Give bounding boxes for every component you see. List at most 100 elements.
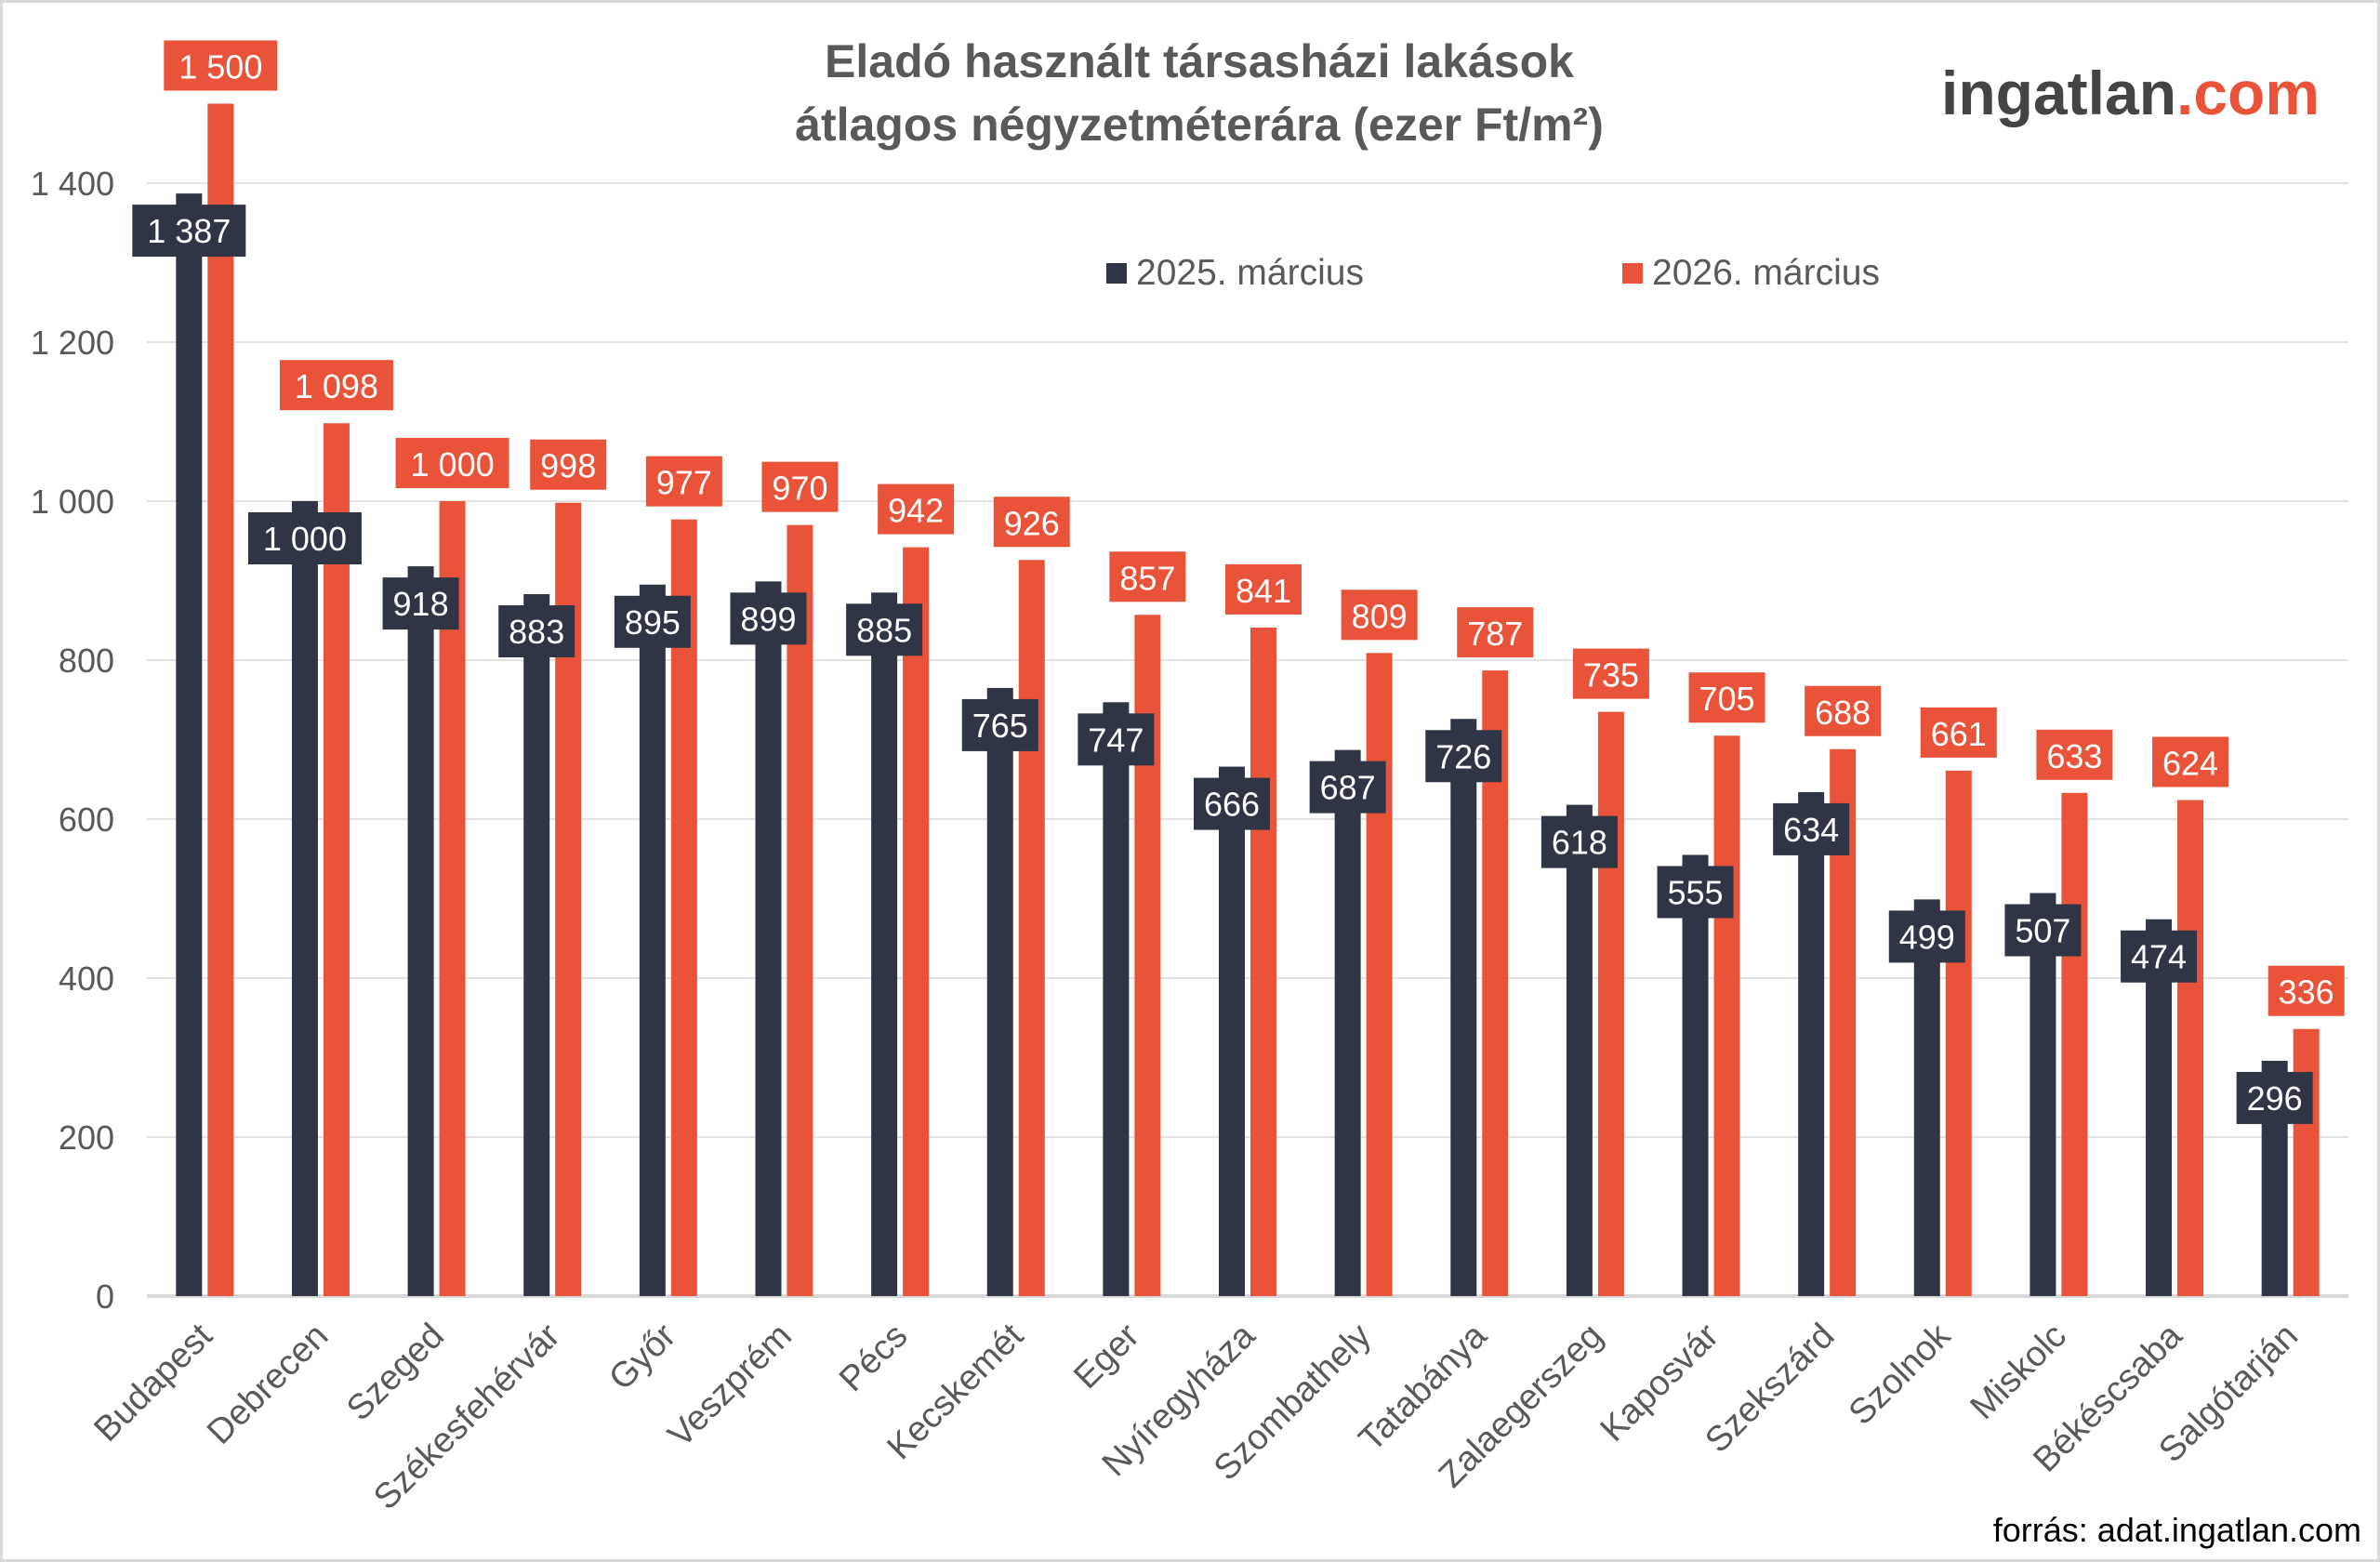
data-label-2025: 666 <box>1204 786 1260 824</box>
data-label-2026: 661 <box>1931 715 1987 753</box>
data-label-2025: 726 <box>1435 737 1491 775</box>
data-label-box-2026 <box>993 496 1070 548</box>
data-label-box-2025 <box>1888 910 1965 963</box>
data-label-2025: 474 <box>2131 938 2187 976</box>
data-label-2026: 624 <box>2162 744 2218 782</box>
data-label-box-2025 <box>1309 761 1386 814</box>
data-label-2026: 1 500 <box>178 48 262 86</box>
bar-2025 <box>523 594 550 1296</box>
data-label-2025: 1 387 <box>147 212 231 250</box>
data-label-2026: 688 <box>1815 694 1871 732</box>
bar-chart: Eladó használt társasházi lakások átlago… <box>31 35 2361 1549</box>
data-label-box-2026 <box>645 456 722 507</box>
y-tick-label: 800 <box>59 642 114 680</box>
data-label-box-2026 <box>1805 685 1882 736</box>
data-label-2026: 1 098 <box>295 367 378 405</box>
bar-2025 <box>407 566 434 1296</box>
data-label-2026: 336 <box>2279 973 2334 1012</box>
data-label-2025: 618 <box>1552 824 1607 862</box>
svg-text:ingatlan.com: ingatlan.com <box>1941 59 2320 127</box>
data-label-box-2025 <box>1657 866 1734 919</box>
data-label-2025: 296 <box>2247 1079 2303 1118</box>
data-label-box-2025 <box>1425 730 1502 783</box>
bar-2025 <box>176 193 203 1297</box>
x-tick-label: Veszprém <box>661 1317 800 1455</box>
x-tick-label: Szolnok <box>1842 1316 1959 1433</box>
y-tick-label: 200 <box>59 1119 114 1157</box>
data-label-2026: 926 <box>1004 504 1060 542</box>
bar-2026 <box>2293 1028 2320 1296</box>
data-label-box-2026 <box>1688 672 1765 723</box>
data-label-box-2025 <box>498 605 575 658</box>
bar-2025 <box>1103 702 1130 1296</box>
data-label-box-2025 <box>1773 802 1850 855</box>
data-label-2025: 507 <box>2015 912 2070 950</box>
data-label-2025: 747 <box>1088 721 1144 759</box>
bar-2026 <box>1597 711 1624 1296</box>
data-label-box-2026 <box>2268 965 2345 1016</box>
data-label-2026: 787 <box>1467 615 1523 653</box>
data-label-2026: 735 <box>1583 656 1639 695</box>
y-tick-label: 1 200 <box>31 324 114 362</box>
bar-2025 <box>2030 893 2056 1296</box>
data-label-2025: 634 <box>1783 811 1839 849</box>
data-label-box-2025 <box>614 595 691 648</box>
bar-2025 <box>1798 791 1825 1296</box>
legend-swatch-2026 <box>1622 263 1643 284</box>
bar-2026 <box>787 524 813 1296</box>
data-label-2026: 998 <box>540 447 596 485</box>
logo: ingatlan.com <box>1941 59 2320 127</box>
chart-title-line-1: Eladó használt társasházi lakások <box>825 35 1574 87</box>
data-label-box-2025 <box>2004 904 2082 957</box>
data-label-box-2026 <box>1572 648 1649 699</box>
data-label-2026: 809 <box>1352 597 1408 635</box>
data-label-box-2025 <box>1194 777 1270 830</box>
data-label-box-2026 <box>1341 589 1418 641</box>
x-tick-label: Pécs <box>832 1317 915 1399</box>
bar-2025 <box>1219 766 1245 1296</box>
data-label-2026: 705 <box>1699 680 1754 718</box>
data-label-2025: 899 <box>740 600 796 638</box>
bar-2025 <box>1913 899 1940 1296</box>
data-label-2026: 942 <box>888 492 944 530</box>
data-label-2026: 977 <box>656 464 712 502</box>
data-label-box-2026 <box>279 360 393 411</box>
chart-title-line-2: átlagos négyzetméterára (ezer Ft/m²) <box>795 99 1604 151</box>
data-label-box-2025 <box>247 512 362 564</box>
data-label-box-2025 <box>1540 815 1618 868</box>
bar-2026 <box>903 547 930 1296</box>
bar-2025 <box>639 584 666 1296</box>
legend-swatch-2025 <box>1106 263 1127 284</box>
data-label-2025: 885 <box>856 611 912 649</box>
bar-2025 <box>1334 749 1361 1296</box>
bar-2025 <box>986 687 1013 1296</box>
legend: 2025. március 2026. március <box>1106 253 1880 293</box>
bar-2025 <box>871 592 898 1296</box>
data-label-box-2025 <box>382 577 459 630</box>
bar-2026 <box>1366 653 1393 1296</box>
bar-2026 <box>323 423 350 1297</box>
bar-2026 <box>1250 627 1276 1296</box>
data-label-box-2026 <box>1109 551 1186 602</box>
data-label-box-2025 <box>846 603 923 656</box>
data-label-2025: 883 <box>509 613 564 651</box>
data-label-2026: 841 <box>1236 572 1291 610</box>
data-label-box-2026 <box>2036 729 2113 780</box>
data-label-2026: 857 <box>1119 559 1175 597</box>
bar-2026 <box>1018 560 1045 1296</box>
x-tick-label: Győr <box>602 1316 683 1397</box>
data-label-2026: 1 000 <box>411 445 495 483</box>
data-label-box-2026 <box>2152 736 2229 788</box>
data-label-box-2025 <box>132 205 246 258</box>
data-label-2025: 918 <box>393 585 449 623</box>
x-tick-label: Debrecen <box>200 1317 336 1452</box>
x-tick-label: Szeged <box>339 1317 452 1429</box>
bar-2026 <box>207 103 234 1296</box>
bar-2025 <box>755 581 782 1296</box>
logo-accent: .com <box>2176 59 2320 127</box>
bar-2025 <box>1682 854 1709 1296</box>
data-label-box-2025 <box>961 698 1038 751</box>
legend-label-2026: 2026. március <box>1652 253 1880 293</box>
y-tick-label: 600 <box>59 801 114 839</box>
bar-2026 <box>1713 735 1740 1296</box>
